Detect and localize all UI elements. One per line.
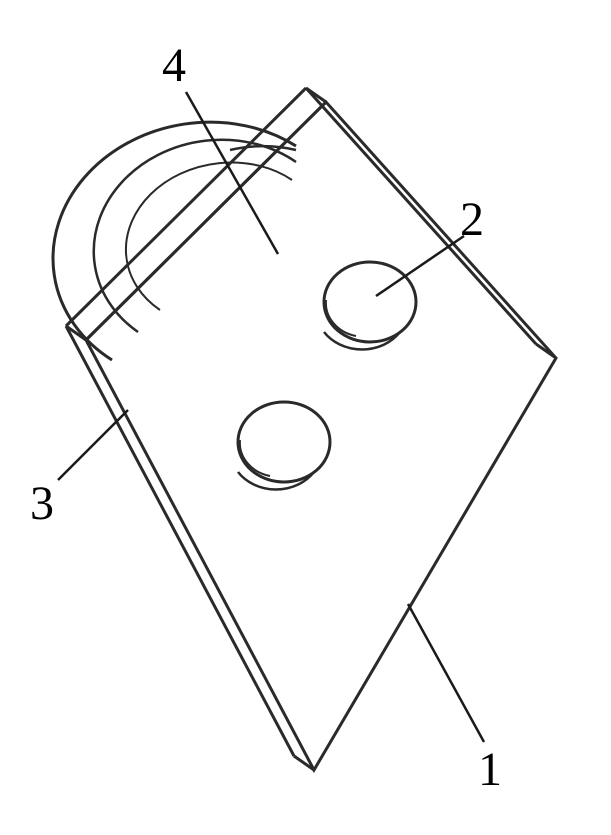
leader-3 (58, 410, 128, 480)
leader-1 (408, 604, 484, 742)
label-3: 3 (30, 476, 54, 531)
label-1: 1 (478, 742, 502, 797)
engineering-drawing-svg (0, 0, 611, 835)
figure-canvas: 4 2 3 1 (0, 0, 611, 835)
plate-front-face (86, 102, 556, 770)
label-2: 2 (460, 192, 484, 247)
label-4: 4 (162, 38, 186, 93)
